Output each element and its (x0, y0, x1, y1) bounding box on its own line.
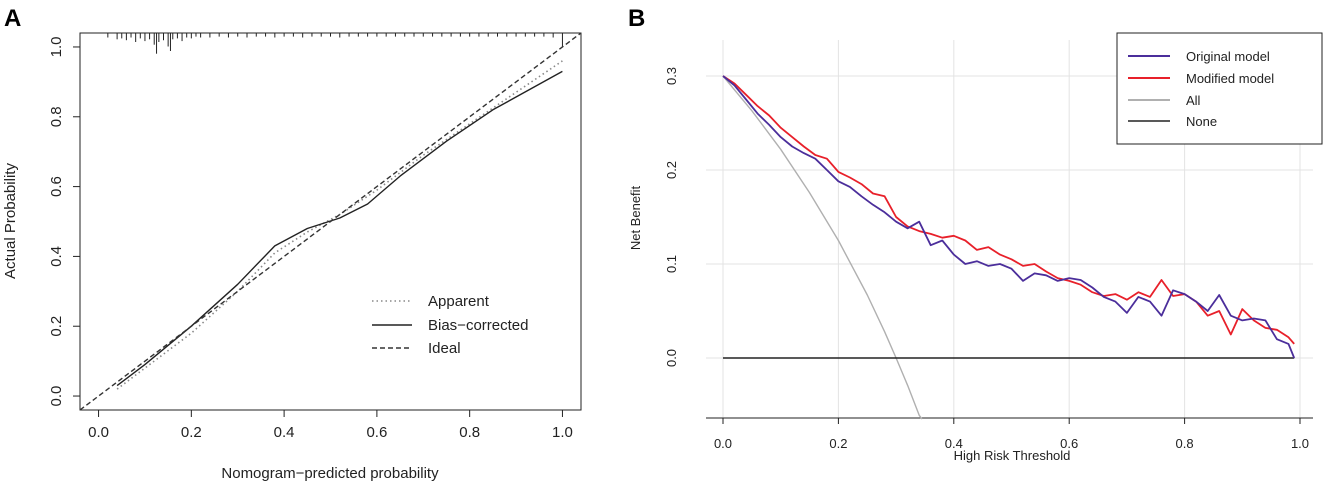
y-tick-label: 0.6 (48, 176, 65, 197)
panel-b-legend: Original model Modified model All None (1116, 32, 1323, 145)
y-tick-label: 0.2 (664, 161, 679, 179)
x-tick-label: 0.4 (945, 436, 963, 451)
y-tick-label: 0.1 (664, 255, 679, 273)
series-modified-model-line (722, 75, 1295, 345)
x-tick-label: 0.8 (1176, 436, 1194, 451)
legend-modified-model-label: Modified model (1186, 71, 1274, 86)
series-apparent-line (116, 60, 563, 390)
x-tick-label: 0.0 (714, 436, 732, 451)
x-tick-label: 0.6 (1060, 436, 1078, 451)
x-tick-label: 0.0 (88, 424, 109, 441)
x-tick-label: 0.4 (274, 424, 295, 441)
panel-a-legend: Apparent Bias−corrected Ideal (372, 293, 528, 357)
panel-b-y-axis-title: Net Benefit (628, 185, 643, 250)
panel-a-x-ticks: 0.0 0.2 0.4 0.6 0.8 1.0 (88, 410, 573, 441)
legend-bias-corrected-label: Bias−corrected (428, 317, 528, 334)
series-bias-corrected-line (116, 70, 563, 387)
panel-a-y-axis-title: Actual Probability (2, 163, 19, 279)
y-tick-label: 0.8 (48, 106, 65, 127)
panel-b-letter: B (628, 5, 645, 32)
x-tick-label: 0.2 (829, 436, 847, 451)
panel-a-letter: A (4, 5, 21, 32)
series-original-model-line (722, 75, 1296, 359)
panel-a-x-axis-title: Nomogram−predicted probability (221, 465, 439, 482)
x-tick-label: 0.2 (181, 424, 202, 441)
panel-b-series (722, 75, 1296, 420)
y-tick-label: 0.0 (664, 349, 679, 367)
legend-none-label: None (1186, 114, 1217, 129)
legend-original-model-label: Original model (1186, 49, 1270, 64)
panel-a-rug (107, 33, 563, 54)
x-tick-label: 0.8 (459, 424, 480, 441)
y-tick-label: 1.0 (48, 37, 65, 58)
series-ideal-line (79, 32, 582, 411)
panel-b-x-ticks: 0.0 0.2 0.4 0.6 0.8 1.0 (714, 418, 1309, 451)
panel-a-y-ticks: 0.0 0.2 0.4 0.6 0.8 1.0 (48, 37, 80, 407)
panel-b-x-axis-title: High Risk Threshold (954, 448, 1071, 463)
panel-b-legend-box (1116, 32, 1323, 145)
y-tick-label: 0.0 (48, 386, 65, 407)
legend-apparent-label: Apparent (428, 293, 490, 310)
x-tick-label: 1.0 (552, 424, 573, 441)
x-tick-label: 0.6 (366, 424, 387, 441)
panel-a-series (79, 32, 582, 411)
y-tick-label: 0.2 (48, 316, 65, 337)
legend-ideal-label: Ideal (428, 340, 461, 357)
legend-all-label: All (1186, 93, 1201, 108)
panel-b-y-ticks: 0.0 0.1 0.2 0.3 (664, 67, 679, 367)
y-tick-label: 0.3 (664, 67, 679, 85)
y-tick-label: 0.4 (48, 246, 65, 267)
series-all-line (722, 75, 923, 420)
x-tick-label: 1.0 (1291, 436, 1309, 451)
